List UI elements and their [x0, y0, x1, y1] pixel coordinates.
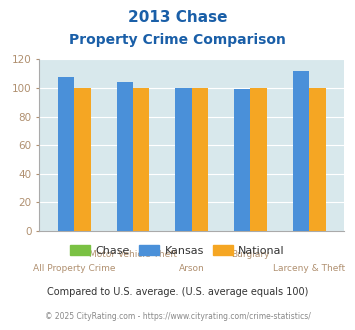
Legend: Chase, Kansas, National: Chase, Kansas, National: [66, 241, 289, 260]
Text: All Property Crime: All Property Crime: [33, 264, 115, 273]
Bar: [234, 89, 250, 231]
Bar: [309, 88, 326, 231]
Bar: [293, 71, 309, 231]
Text: Burglary: Burglary: [231, 250, 270, 259]
Text: Arson: Arson: [179, 264, 204, 273]
Bar: [133, 88, 149, 231]
Bar: [192, 88, 208, 231]
Text: 2013 Chase: 2013 Chase: [128, 10, 227, 25]
Text: Property Crime Comparison: Property Crime Comparison: [69, 33, 286, 47]
Text: Larceny & Theft: Larceny & Theft: [273, 264, 345, 273]
Text: © 2025 CityRating.com - https://www.cityrating.com/crime-statistics/: © 2025 CityRating.com - https://www.city…: [45, 312, 310, 321]
Bar: [116, 82, 133, 231]
Bar: [58, 77, 74, 231]
Bar: [74, 88, 91, 231]
Bar: [250, 88, 267, 231]
Text: Motor Vehicle Theft: Motor Vehicle Theft: [89, 250, 177, 259]
Bar: [175, 88, 192, 231]
Text: Compared to U.S. average. (U.S. average equals 100): Compared to U.S. average. (U.S. average …: [47, 287, 308, 297]
